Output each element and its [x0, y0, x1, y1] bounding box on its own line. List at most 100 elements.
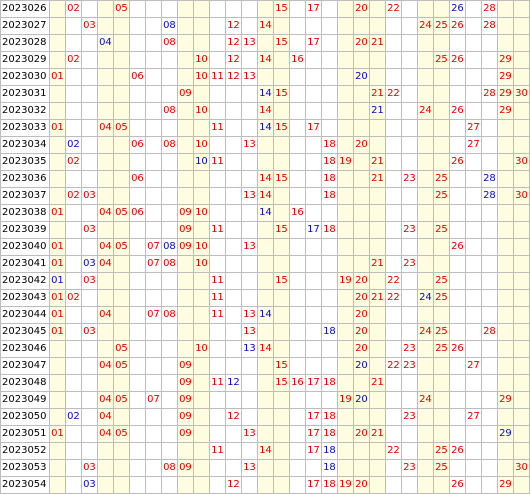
empty-cell — [64, 221, 82, 239]
issue-row: 2023026 02 05 15 17 20 22 26 28 — [0, 0, 530, 18]
drawn-number-red: 20 — [352, 425, 370, 443]
empty-cell — [208, 204, 226, 222]
empty-cell — [304, 459, 322, 477]
drawn-number-red: 02 — [64, 187, 82, 205]
empty-cell — [304, 255, 322, 273]
empty-cell — [288, 34, 306, 52]
drawn-number-blue: 20 — [352, 68, 370, 86]
issue-number: 2023040 — [0, 238, 50, 256]
empty-cell — [128, 425, 146, 443]
empty-cell — [384, 102, 402, 120]
empty-cell — [400, 17, 418, 35]
empty-cell — [320, 34, 338, 52]
drawn-number-red: 04 — [96, 306, 114, 324]
drawn-number-red: 08 — [160, 255, 178, 273]
empty-cell — [336, 0, 354, 18]
drawn-number-red: 16 — [288, 374, 306, 392]
empty-cell — [272, 408, 290, 426]
empty-cell — [256, 391, 274, 409]
empty-cell — [352, 85, 370, 103]
empty-cell — [128, 238, 146, 256]
empty-cell — [496, 187, 514, 205]
drawn-number-blue: 26 — [448, 0, 466, 18]
empty-cell — [512, 340, 530, 358]
drawn-number-red: 25 — [432, 221, 450, 239]
drawn-number-red: 18 — [320, 408, 338, 426]
empty-cell — [256, 289, 274, 307]
empty-cell — [48, 476, 66, 494]
empty-cell — [224, 102, 242, 120]
empty-cell — [64, 170, 82, 188]
drawn-number-red: 16 — [288, 204, 306, 222]
empty-cell — [448, 459, 466, 477]
empty-cell — [416, 34, 434, 52]
empty-cell — [144, 51, 162, 69]
empty-cell — [112, 136, 130, 154]
empty-cell — [400, 306, 418, 324]
drawn-number-red: 13 — [240, 323, 258, 341]
issue-row: 2023044 01 04 07 08 11 13 14 20 — [0, 306, 530, 324]
empty-cell — [352, 408, 370, 426]
drawn-number-red: 29 — [496, 102, 514, 120]
empty-cell — [224, 391, 242, 409]
empty-cell — [320, 238, 338, 256]
empty-cell — [304, 85, 322, 103]
empty-cell — [448, 204, 466, 222]
empty-cell — [496, 306, 514, 324]
empty-cell — [48, 442, 66, 460]
empty-cell — [224, 238, 242, 256]
empty-cell — [448, 136, 466, 154]
drawn-number-red: 21 — [368, 425, 386, 443]
empty-cell — [80, 85, 98, 103]
drawn-number-red: 13 — [240, 238, 258, 256]
drawn-number-red: 15 — [272, 0, 290, 18]
drawn-number-red: 28 — [480, 0, 498, 18]
empty-cell — [192, 425, 210, 443]
drawn-number-red: 04 — [96, 391, 114, 409]
empty-cell — [448, 187, 466, 205]
drawn-number-red: 03 — [80, 17, 98, 35]
empty-cell — [304, 187, 322, 205]
empty-cell — [144, 204, 162, 222]
empty-cell — [160, 391, 178, 409]
empty-cell — [352, 255, 370, 273]
empty-cell — [416, 272, 434, 290]
empty-cell — [480, 374, 498, 392]
empty-cell — [224, 0, 242, 18]
empty-cell — [320, 340, 338, 358]
empty-cell — [192, 0, 210, 18]
drawn-number-red: 17 — [304, 374, 322, 392]
drawn-number-red: 10 — [192, 340, 210, 358]
empty-cell — [208, 51, 226, 69]
empty-cell — [336, 255, 354, 273]
drawn-number-red: 13 — [240, 34, 258, 52]
empty-cell — [416, 119, 434, 137]
drawn-number-red: 26 — [448, 238, 466, 256]
empty-cell — [448, 255, 466, 273]
empty-cell — [416, 255, 434, 273]
drawn-number-red: 11 — [208, 119, 226, 137]
issue-number: 2023042 — [0, 272, 50, 290]
empty-cell — [128, 0, 146, 18]
empty-cell — [304, 340, 322, 358]
drawn-number-red: 05 — [112, 0, 130, 18]
issue-row: 2023032 08 10 14 21 24 26 29 — [0, 102, 530, 120]
empty-cell — [320, 391, 338, 409]
empty-cell — [96, 442, 114, 460]
drawn-number-red: 23 — [400, 459, 418, 477]
empty-cell — [496, 34, 514, 52]
drawn-number-red: 09 — [176, 238, 194, 256]
drawn-number-blue: 12 — [224, 374, 242, 392]
empty-cell — [448, 425, 466, 443]
empty-cell — [416, 459, 434, 477]
empty-cell — [288, 102, 306, 120]
drawn-number-red: 25 — [432, 323, 450, 341]
drawn-number-red: 11 — [208, 68, 226, 86]
drawn-number-red: 28 — [480, 17, 498, 35]
empty-cell — [384, 68, 402, 86]
empty-cell — [432, 119, 450, 137]
drawn-number-red: 18 — [320, 425, 338, 443]
drawn-number-red: 01 — [48, 323, 66, 341]
empty-cell — [112, 51, 130, 69]
empty-cell — [464, 221, 482, 239]
